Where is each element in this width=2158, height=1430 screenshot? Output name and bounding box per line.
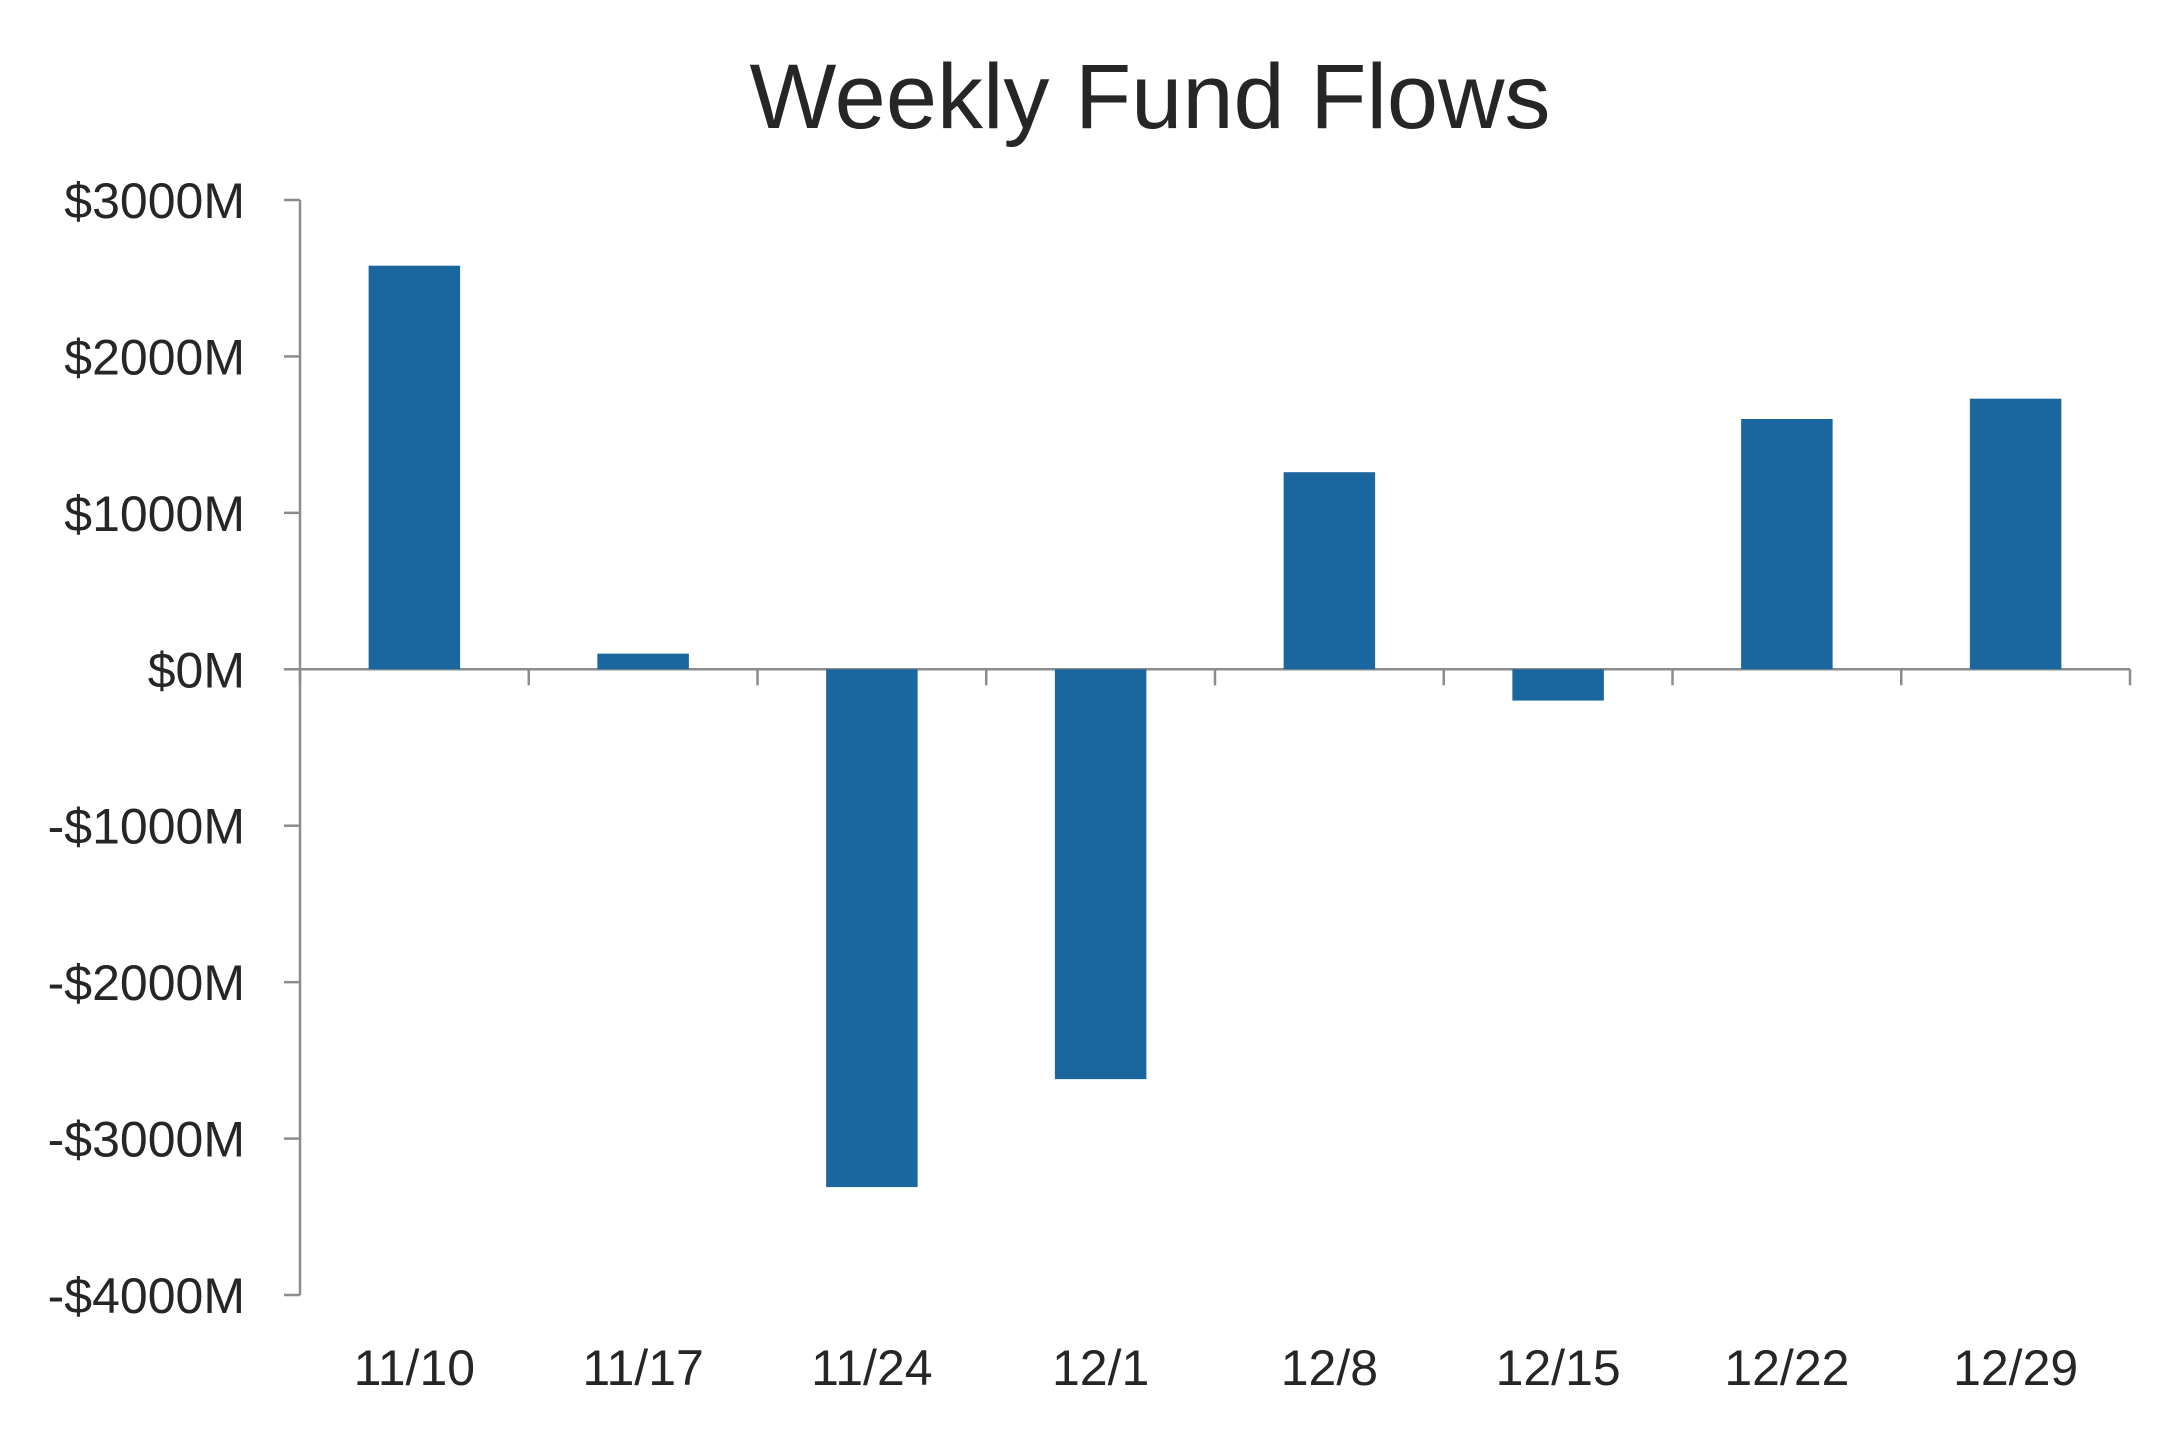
bar (1054, 669, 1147, 1080)
x-tick-label: 11/24 (811, 1340, 932, 1396)
x-tick-label: 12/22 (1724, 1340, 1849, 1396)
x-tick-label: 11/17 (582, 1340, 703, 1396)
y-tick-label: $2000M (64, 329, 245, 385)
y-axis: $3000M $2000M $1000M $0M -$1000M -$2000M -$300… (48, 173, 302, 1324)
y-tick-label: -$2000M (48, 955, 245, 1011)
y-tick-label: -$3000M (48, 1112, 245, 1168)
bar (1283, 472, 1376, 670)
bar (597, 653, 689, 670)
y-tick-label: $1000M (64, 486, 245, 542)
x-tick-label: 12/15 (1496, 1340, 1621, 1396)
chart-title: Weekly Fund Flows (749, 46, 1550, 148)
x-tick-label: 12/1 (1052, 1340, 1149, 1396)
bar (1969, 398, 2062, 670)
bar (826, 669, 918, 1188)
bar (1512, 669, 1604, 701)
y-tick-label: $0M (148, 642, 245, 698)
y-tick-label: -$4000M (48, 1268, 245, 1324)
y-tick-label: $3000M (64, 173, 245, 229)
x-axis: 11/10 11/17 11/24 12/1 12/8 12/15 12/22 12/29 (298, 668, 2132, 1396)
bar (1741, 419, 1833, 670)
x-tick-label: 12/8 (1281, 1340, 1378, 1396)
x-tick-label: 11/10 (354, 1340, 475, 1396)
bar (368, 265, 461, 670)
x-tick-label: 12/29 (1953, 1340, 2078, 1396)
y-tick-label: -$1000M (48, 799, 245, 855)
bars (368, 265, 2062, 1188)
